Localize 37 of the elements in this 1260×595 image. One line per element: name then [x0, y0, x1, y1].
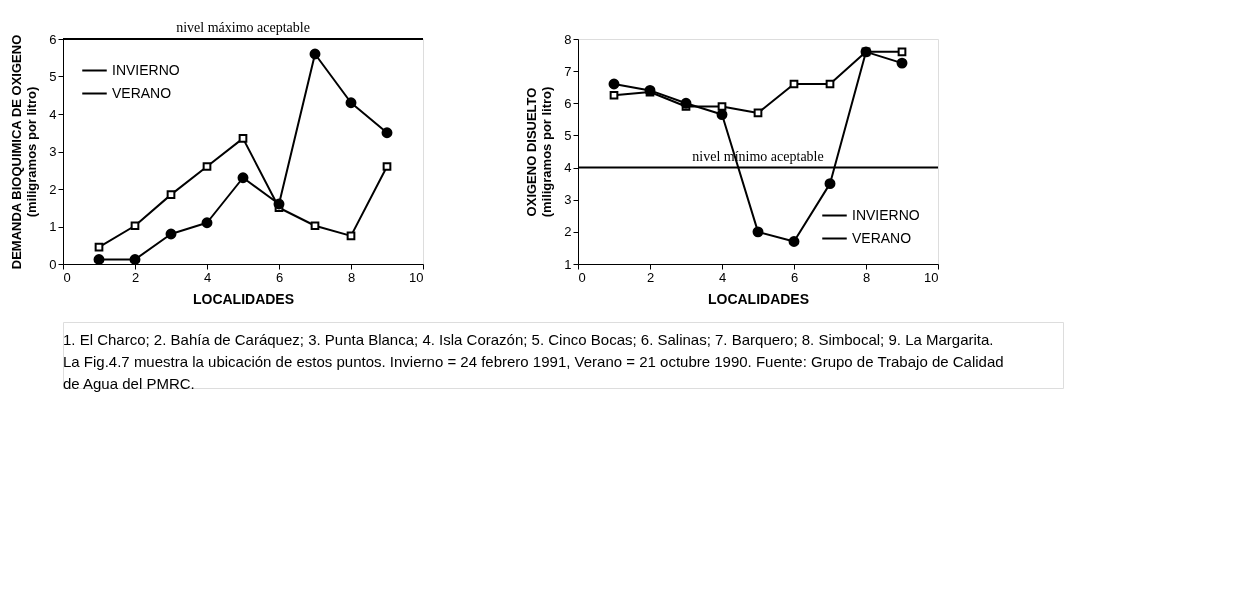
y-tick-label: 1 — [49, 219, 57, 234]
y-tick-label: 4 — [49, 106, 57, 122]
y-tick-label: 4 — [564, 160, 572, 176]
y-tick-label: 3 — [564, 192, 572, 208]
x-tick-label: 2 — [646, 269, 655, 285]
y-tick-label: 5 — [49, 69, 57, 84]
x-tick-label: 8 — [347, 269, 356, 285]
x-tick-label: 4 — [718, 269, 727, 285]
legend-label: VERANO — [112, 84, 172, 101]
x-tick-label: 10 — [409, 269, 424, 285]
y-axis-title: DEMANDA BIOQUIMICA DE OXIGENO (miligramos por litro) — [9, 34, 40, 270]
x-tick-label: 2 — [131, 269, 140, 285]
x-tick-label: 10 — [924, 269, 939, 285]
legend-label: VERANO — [852, 229, 912, 246]
y-tick-label: 5 — [564, 127, 572, 143]
text: 1. El Charco; 2. Bahía de Caráquez; 3. Punta Blanca; 4. Isla Corazón; 5. Cinco Bocas; 6. Salinas; 7. Barquero; 8. Simbocal; 9. La Margarita. La Fig.4.7 muestra la ubicación de estos puntos. Invierno = 24 febrero 1991, Verano = 21 octubre 1990. Fuente: Grupo de Trabajo de Calidad de Agua del PMRC. — [63, 331, 1004, 392]
y-tick-label: 2 — [564, 224, 572, 240]
y-tick-label: 1 — [564, 256, 572, 272]
y-tick-label: 6 — [564, 95, 572, 111]
ref-line-label: nivel máximo aceptable — [176, 20, 310, 35]
x-tick-label: 8 — [862, 269, 871, 285]
x-tick-label: 0 — [578, 269, 586, 285]
y-tick-label: 7 — [564, 63, 572, 79]
y-axis-title: OXIGENO DISUELTO (miligramos por litro) — [524, 86, 555, 218]
x-tick-label: 4 — [203, 269, 212, 285]
legend-label: INVIERNO — [852, 206, 920, 223]
legend-label: INVIERNO — [112, 61, 180, 78]
y-tick-label: 3 — [49, 144, 57, 159]
y-tick-label: 6 — [49, 31, 57, 47]
y-tick-label: 2 — [49, 181, 57, 197]
x-axis-title: LOCALIDADES — [707, 290, 810, 307]
y-tick-label: 8 — [564, 31, 572, 47]
x-axis-title: LOCALIDADES — [192, 290, 295, 307]
x-tick-label: 6 — [275, 269, 284, 285]
x-tick-label: 6 — [790, 269, 799, 285]
x-tick-label: 0 — [63, 269, 71, 285]
y-tick-label: 0 — [49, 256, 57, 272]
